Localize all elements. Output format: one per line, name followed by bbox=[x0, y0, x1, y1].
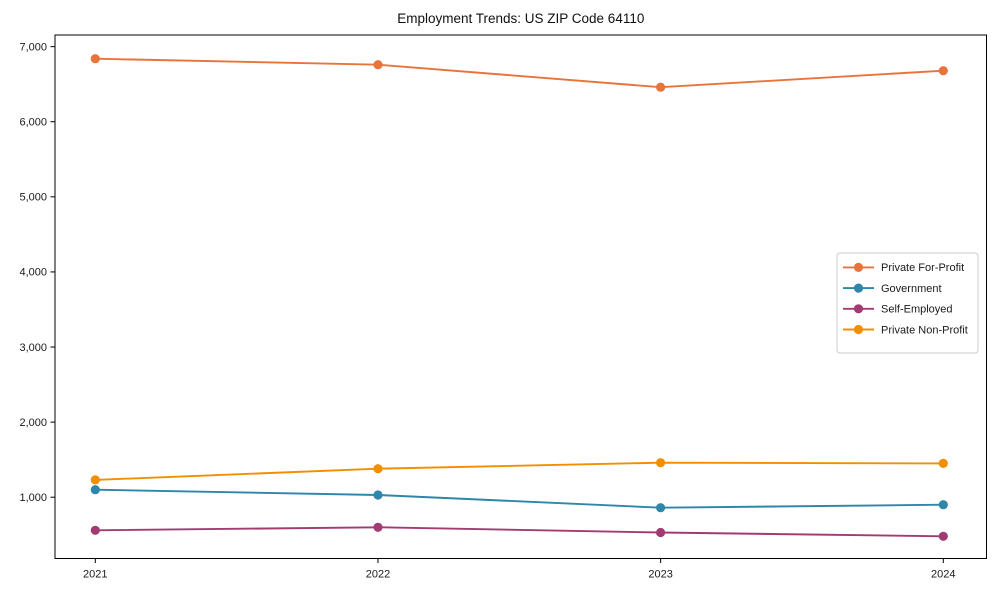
y-tick-label: 6,000 bbox=[19, 117, 47, 129]
data-point-private-for-profit-2021 bbox=[90, 54, 100, 64]
y-tick-label: 7,000 bbox=[19, 41, 47, 53]
y-tick-label: 4,000 bbox=[19, 267, 47, 279]
axes: 1,000 2,000 3,000 4,000 5,000 6,000 7,000 2021 2… bbox=[19, 34, 987, 581]
data-point-government-2022 bbox=[373, 490, 383, 500]
x-tick-label: 2024 bbox=[931, 569, 955, 581]
series-line-private-non-profit bbox=[95, 461, 944, 481]
data-point-private-non-profit-2024 bbox=[938, 458, 948, 468]
legend-marker-icon bbox=[853, 304, 864, 314]
x-tick-label: 2021 bbox=[83, 569, 107, 581]
y-tick-label: 3,000 bbox=[19, 342, 47, 354]
legend-marker-icon bbox=[853, 324, 864, 335]
legend-label: Self-Employed bbox=[881, 304, 953, 316]
series-line-government bbox=[95, 488, 944, 509]
legend-box bbox=[836, 252, 979, 354]
series-line-private-for-profit bbox=[95, 57, 944, 89]
data-point-self-employed-2023 bbox=[656, 527, 666, 538]
legend-label: Private Non-Profit bbox=[881, 324, 968, 336]
data-point-self-employed-2022 bbox=[373, 522, 383, 532]
y-tick-label: 1,000 bbox=[19, 492, 47, 504]
data-point-private-for-profit-2024 bbox=[938, 66, 948, 76]
legend-entry-self-employed: Self-Employed bbox=[843, 304, 953, 316]
data-point-private-for-profit-2022 bbox=[373, 60, 383, 70]
legend-label: Government bbox=[881, 283, 942, 295]
legend-marker-icon bbox=[853, 262, 864, 272]
y-tick-label: 2,000 bbox=[19, 417, 47, 429]
legend-entry-private-for-profit: Private For-Profit bbox=[843, 262, 964, 274]
plot-frame bbox=[54, 34, 987, 559]
data-point-self-employed-2021 bbox=[90, 525, 100, 535]
data-point-private-non-profit-2023 bbox=[656, 458, 666, 468]
legend-entry-private-non-profit: Private Non-Profit bbox=[843, 324, 968, 336]
legend: Private For-Profit Government Self-Employe… bbox=[836, 252, 979, 354]
chart-title: Employment Trends: US ZIP Code 64110 bbox=[397, 11, 644, 26]
legend-marker-icon bbox=[853, 283, 864, 293]
data-point-private-non-profit-2022 bbox=[373, 464, 383, 474]
series-lines bbox=[90, 54, 948, 541]
data-point-government-2021 bbox=[90, 485, 100, 495]
data-point-private-non-profit-2021 bbox=[90, 475, 100, 485]
series-line-self-employed bbox=[95, 526, 944, 538]
legend-entry-government: Government bbox=[843, 283, 942, 295]
data-point-self-employed-2024 bbox=[938, 531, 948, 541]
legend-label: Private For-Profit bbox=[881, 262, 964, 274]
x-tick-label: 2022 bbox=[366, 569, 390, 581]
x-tick-label: 2023 bbox=[648, 569, 672, 581]
y-tick-label: 5,000 bbox=[19, 192, 47, 204]
data-point-government-2023 bbox=[656, 503, 666, 513]
data-point-government-2024 bbox=[938, 500, 948, 510]
data-point-private-for-profit-2023 bbox=[656, 82, 666, 92]
